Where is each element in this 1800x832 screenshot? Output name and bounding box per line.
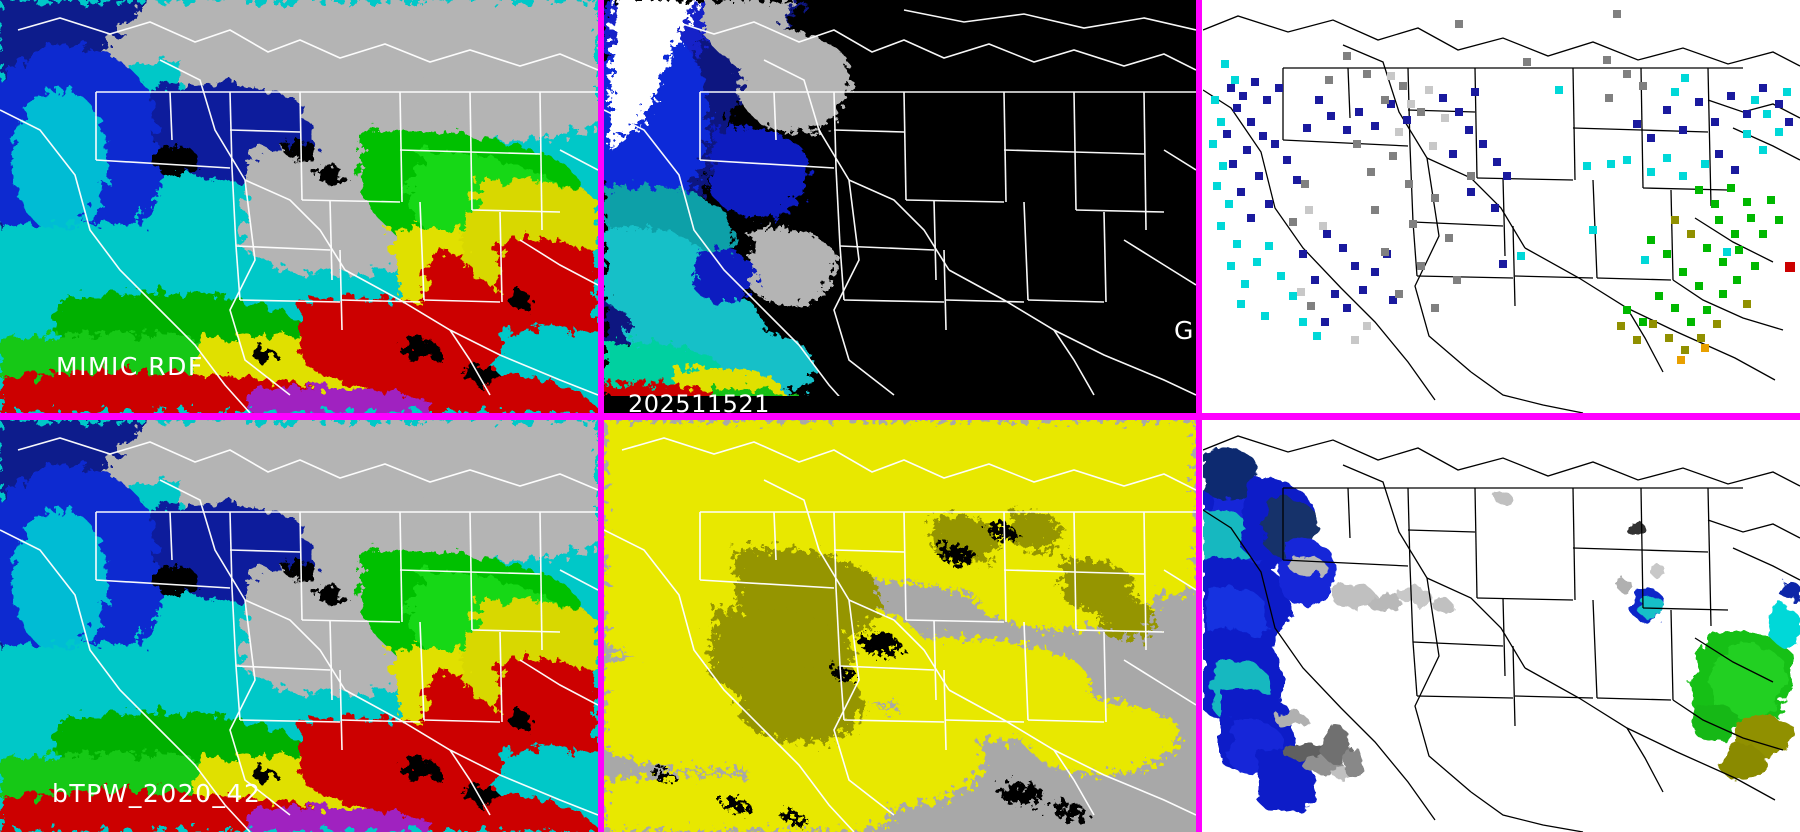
data-source-code-map [604,420,1196,832]
gps-sites-map [1203,0,1800,413]
timestamp-band-extension [900,396,1196,418]
panel-data-source-code[interactable]: Data_Source_Code [604,420,1196,832]
gps-site-markers [1209,10,1795,364]
mimic-rdf-map [0,0,598,413]
panel-btpw[interactable]: bTPW_2020_42 [0,420,598,832]
panel-gps-sites[interactable]: GPS Sites 372 [1203,0,1800,413]
btpw-map [0,420,598,832]
panel-mimic-rdf[interactable]: MIMIC RDF [0,0,598,413]
panel-goes-ew[interactable]: GOES_E/W [604,0,1196,413]
panel-divider-horizontal [0,413,1800,420]
panel-gps-extrap[interactable]: GPS_Extrap [1203,420,1800,832]
gps-extrap-map [1203,420,1800,832]
goes-ew-map [604,0,1196,413]
